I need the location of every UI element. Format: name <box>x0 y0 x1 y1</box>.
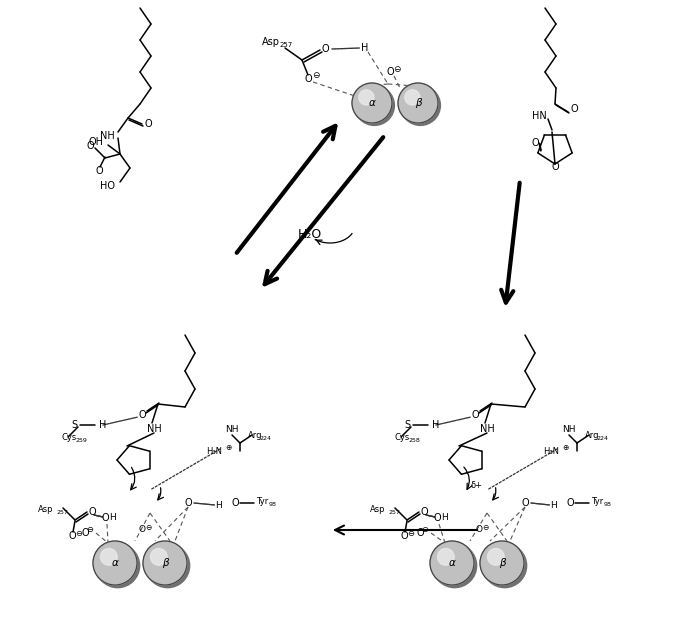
Text: Arg: Arg <box>585 430 599 439</box>
Text: H: H <box>551 500 558 510</box>
Text: Asp: Asp <box>369 505 385 515</box>
Text: NH: NH <box>225 426 239 434</box>
Text: 98: 98 <box>269 502 277 506</box>
Text: HN: HN <box>532 111 547 121</box>
Text: α: α <box>112 558 119 568</box>
Circle shape <box>359 90 374 105</box>
Text: O: O <box>231 498 239 508</box>
Text: Cys: Cys <box>62 432 77 442</box>
Text: O: O <box>95 166 103 176</box>
Circle shape <box>483 544 527 587</box>
Circle shape <box>101 548 117 565</box>
Text: S: S <box>72 420 78 430</box>
Text: H: H <box>442 513 449 523</box>
Text: ⊖: ⊖ <box>408 528 414 538</box>
Text: 98: 98 <box>604 502 612 506</box>
Text: δ+: δ+ <box>471 480 483 490</box>
Text: O: O <box>82 528 90 538</box>
Text: ⊖: ⊖ <box>75 528 82 538</box>
Text: O: O <box>433 513 441 523</box>
Circle shape <box>488 548 504 565</box>
Text: HO: HO <box>100 181 115 191</box>
Text: H: H <box>432 420 439 430</box>
Text: O: O <box>68 531 76 541</box>
Text: O: O <box>184 498 192 508</box>
Text: Tyr: Tyr <box>256 497 269 505</box>
Text: O: O <box>138 410 146 420</box>
Text: α: α <box>369 98 375 108</box>
Text: NH: NH <box>562 426 576 434</box>
Text: 224: 224 <box>260 435 272 440</box>
Text: 257: 257 <box>389 510 401 515</box>
Circle shape <box>401 85 440 125</box>
Circle shape <box>433 544 477 587</box>
Text: NH: NH <box>100 131 115 141</box>
Text: Arg: Arg <box>248 430 262 439</box>
Circle shape <box>438 548 454 565</box>
Circle shape <box>405 90 420 105</box>
Circle shape <box>398 83 438 123</box>
Text: NH: NH <box>147 424 162 434</box>
Text: ⊖: ⊖ <box>145 523 151 531</box>
Text: H₃N: H₃N <box>206 447 222 455</box>
Text: O: O <box>471 410 479 420</box>
Text: 224: 224 <box>597 435 609 440</box>
Text: O: O <box>531 138 539 148</box>
Text: O: O <box>420 507 428 517</box>
Text: ⊖: ⊖ <box>393 65 401 74</box>
Circle shape <box>430 541 474 585</box>
Text: Asp: Asp <box>38 505 53 515</box>
Text: O: O <box>101 513 109 523</box>
Circle shape <box>146 544 190 587</box>
Text: O: O <box>400 531 408 541</box>
Text: O: O <box>386 67 394 77</box>
Text: NH: NH <box>479 424 495 434</box>
Text: ⊕: ⊕ <box>562 444 568 452</box>
Text: H: H <box>361 43 369 53</box>
Text: β: β <box>414 98 421 108</box>
Text: 257: 257 <box>57 510 69 515</box>
Circle shape <box>96 544 140 587</box>
Text: O: O <box>321 44 329 54</box>
Circle shape <box>354 85 395 125</box>
Text: Cys: Cys <box>395 432 410 442</box>
Text: O: O <box>138 525 145 535</box>
Circle shape <box>93 541 137 585</box>
Text: H₃N: H₃N <box>543 447 559 455</box>
Text: H₂O: H₂O <box>298 229 322 242</box>
Text: 257: 257 <box>280 42 293 48</box>
Text: ⊖: ⊖ <box>312 72 320 80</box>
Text: Asp: Asp <box>262 37 280 47</box>
Text: H: H <box>216 500 223 510</box>
Text: H: H <box>99 420 106 430</box>
Text: ⊖: ⊖ <box>482 523 488 531</box>
Text: OH: OH <box>89 137 104 147</box>
Text: 258: 258 <box>409 437 421 442</box>
Text: S: S <box>405 420 411 430</box>
Text: 259: 259 <box>76 437 88 442</box>
Text: ⊕: ⊕ <box>225 444 231 452</box>
Text: β: β <box>162 558 169 568</box>
Text: O: O <box>521 498 529 508</box>
Text: O: O <box>551 162 559 172</box>
Text: H: H <box>110 513 116 523</box>
Text: α: α <box>449 558 456 568</box>
Text: O: O <box>417 528 425 538</box>
Circle shape <box>143 541 187 585</box>
Circle shape <box>480 541 524 585</box>
Text: O: O <box>566 498 574 508</box>
Text: O: O <box>88 507 96 517</box>
Text: O: O <box>570 104 578 114</box>
Text: O: O <box>86 141 94 151</box>
Text: O: O <box>304 74 312 84</box>
Text: ⊖: ⊖ <box>86 525 93 535</box>
Text: β: β <box>499 558 506 568</box>
Circle shape <box>151 548 167 565</box>
Text: O: O <box>475 525 482 535</box>
Circle shape <box>352 83 392 123</box>
Text: O: O <box>144 119 152 129</box>
Text: ⊖: ⊖ <box>421 525 429 535</box>
Text: Tyr: Tyr <box>591 497 603 505</box>
